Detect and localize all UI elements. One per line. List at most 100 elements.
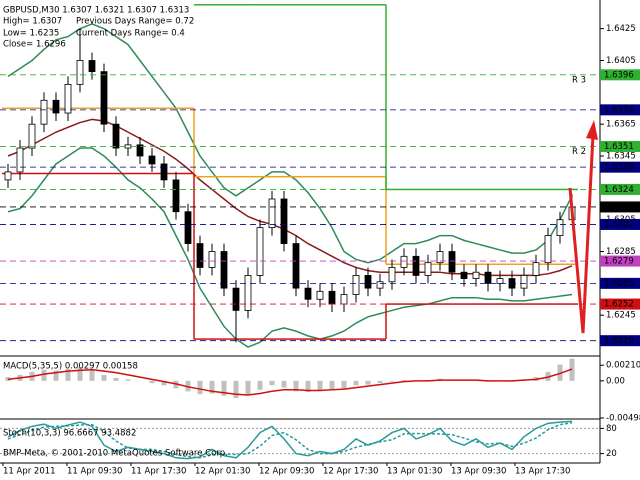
- candle-body: [196, 243, 204, 268]
- candle-body: [268, 198, 276, 229]
- candle-body: [136, 144, 144, 157]
- candle-body: [472, 271, 480, 279]
- candle-body: [16, 147, 24, 173]
- candle-body: [100, 71, 108, 125]
- candle-body: [112, 123, 120, 149]
- level-label: 1.6338: [604, 163, 634, 173]
- level-box: [600, 335, 640, 347]
- histogram-bar: [245, 380, 251, 396]
- level-label: 1.6265: [604, 279, 634, 289]
- candle-body: [28, 123, 36, 149]
- candle-body: [352, 275, 360, 295]
- info-text: Close= 1.6296: [3, 40, 66, 50]
- candle-body: [160, 163, 168, 181]
- time-label: 11 Apr 17:30: [131, 467, 186, 477]
- y-tick-label: 1.6425: [606, 24, 636, 34]
- panel-title: Stoch(10,3,3) 96.6667 93.4882: [3, 429, 136, 439]
- panel-title: MACD(5,35,5) 0.00297 0.00158: [3, 362, 138, 372]
- time-label: 12 Apr 09:30: [259, 467, 314, 477]
- candle-body: [4, 171, 12, 181]
- arrow-drawing: [568, 134, 595, 334]
- candle-body: [460, 271, 468, 279]
- time-label: 13 Apr 01:30: [387, 467, 442, 477]
- candle-body: [436, 251, 444, 264]
- candle-body: [172, 179, 180, 213]
- histogram-bar: [101, 374, 107, 381]
- histogram-bar: [53, 370, 59, 381]
- level-box: [600, 161, 640, 173]
- histogram-bar: [305, 380, 311, 393]
- candle-body: [412, 255, 420, 276]
- level-note: R 3: [572, 75, 586, 85]
- candle-body: [292, 243, 300, 289]
- candle-body: [40, 99, 48, 125]
- histogram-bar: [209, 380, 215, 394]
- arrow-head: [586, 120, 598, 140]
- histogram-bar: [317, 380, 323, 391]
- candle-body: [220, 251, 228, 289]
- histogram-bar: [329, 380, 335, 390]
- time-label: 13 Apr 09:30: [451, 467, 506, 477]
- histogram-bar: [197, 380, 203, 395]
- candle-body: [244, 275, 252, 311]
- histogram-bar: [401, 380, 407, 381]
- candle-body: [376, 281, 384, 289]
- level-note: R 2: [572, 147, 586, 157]
- level-label: 1.6302: [604, 220, 634, 230]
- series-line: [7, 23, 573, 264]
- histogram-bar: [233, 380, 239, 399]
- candle-body: [532, 262, 540, 276]
- candle-body: [184, 211, 192, 244]
- level-box: [600, 201, 640, 213]
- level-label: 1.6229: [604, 336, 634, 346]
- y-tick-label: 20: [606, 449, 617, 459]
- level-box: [600, 298, 640, 310]
- candle-body: [76, 60, 84, 85]
- candle-body: [328, 290, 336, 305]
- candle-body: [520, 275, 528, 289]
- candle-body: [448, 251, 456, 273]
- histogram-bar: [353, 380, 359, 386]
- histogram-bar: [365, 380, 371, 385]
- histogram-bar: [281, 380, 287, 388]
- candle-body: [364, 275, 372, 289]
- y-tick-label: -0.00498: [606, 414, 640, 424]
- histogram-bar: [161, 380, 167, 386]
- candle-body: [316, 290, 324, 300]
- series-line: [7, 147, 573, 348]
- candle-body: [544, 235, 552, 264]
- candle-body: [280, 198, 288, 244]
- y-tick-label: 1.6405: [606, 56, 636, 66]
- level-box: [600, 218, 640, 230]
- candle-body: [496, 278, 504, 284]
- y-tick-label: 1.6345: [606, 152, 636, 162]
- level-label: 1.6279: [604, 257, 634, 267]
- time-label: 11 Apr 2011: [3, 467, 56, 477]
- candle-body: [52, 99, 60, 114]
- info-text: Current Days Range= 0.4: [76, 29, 185, 39]
- level-label: 1.6351: [604, 142, 634, 152]
- level-label: 1.6396: [604, 70, 634, 80]
- histogram-bar: [65, 368, 71, 381]
- level-label: 1.6313: [604, 202, 634, 212]
- info-text: High= 1.6307: [3, 17, 62, 27]
- level-box: [600, 255, 640, 267]
- level-label: 1.6374: [604, 105, 634, 115]
- info-text: Previous Days Range= 0.72: [76, 17, 194, 27]
- info-text: Low= 1.6235: [3, 29, 59, 39]
- y-tick-label: 1.6285: [606, 247, 636, 257]
- candle-body: [424, 262, 432, 276]
- candle-body: [400, 255, 408, 268]
- y-tick-label: 0.00210: [606, 361, 640, 371]
- candle-body: [340, 294, 348, 305]
- histogram-bar: [113, 377, 119, 381]
- candle-body: [304, 287, 312, 300]
- candle-body: [88, 60, 96, 73]
- panel-title: GBPUSD,M30 1.6307 1.6321 1.6307 1.6313: [3, 6, 189, 16]
- candle-body: [556, 219, 564, 237]
- candle-body: [64, 83, 72, 114]
- candle-body: [256, 227, 264, 276]
- candle-body: [208, 251, 216, 268]
- histogram-bar: [269, 380, 275, 386]
